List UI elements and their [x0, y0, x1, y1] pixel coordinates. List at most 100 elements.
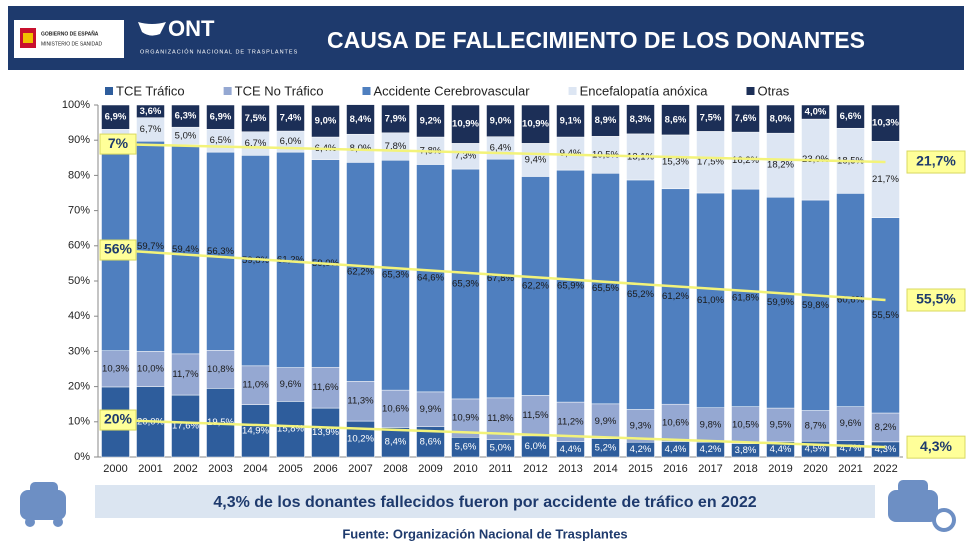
ont-emblem: [138, 22, 166, 36]
data-label: 9,8%: [700, 419, 722, 430]
bar-segment: [346, 420, 375, 458]
bar-segment: [486, 158, 515, 399]
data-label: 6,9%: [210, 112, 232, 123]
data-label: 67,8%: [487, 273, 514, 284]
data-label: 8,3%: [630, 114, 652, 125]
bar-segment: [206, 350, 235, 389]
data-label: 5,0%: [490, 443, 512, 454]
data-label: 10,9%: [522, 119, 549, 130]
y-tick-label: 20%: [68, 381, 90, 393]
data-label: 13,9%: [312, 427, 339, 438]
gov-emblem-center: [23, 33, 33, 43]
x-tick-label: 2000: [103, 463, 127, 475]
bar-segment: [101, 104, 130, 130]
data-label: 9,6%: [840, 418, 862, 429]
bar-segment: [731, 188, 760, 407]
bar-segment: [521, 143, 550, 177]
bar-segment: [311, 366, 340, 409]
data-label: 17,5%: [697, 157, 724, 168]
bar-segment: [206, 104, 235, 130]
bar-segment: [591, 173, 620, 405]
y-tick-label: 50%: [68, 275, 90, 287]
data-label: 4,7%: [840, 443, 862, 454]
x-tick-label: 2007: [348, 463, 372, 475]
data-label: 6,4%: [490, 142, 512, 153]
data-label: 7,3%: [455, 151, 477, 162]
x-tick-label: 2004: [243, 463, 267, 475]
bar-segment: [171, 394, 200, 458]
trend-start-box: [99, 239, 137, 261]
data-label: 4,0%: [805, 107, 827, 118]
trend-end-label: 4,3%: [920, 438, 952, 454]
y-tick-label: 30%: [68, 345, 90, 357]
legend-swatch: [362, 87, 371, 95]
trend-line: [115, 248, 886, 302]
trend-start-label: 20%: [104, 411, 133, 427]
data-label: 7,4%: [280, 113, 302, 124]
data-label: 10,9%: [452, 413, 479, 424]
bar-segment: [661, 104, 690, 136]
bar-segment: [696, 104, 725, 132]
x-tick-label: 2005: [278, 463, 302, 475]
bar-segment: [416, 391, 445, 427]
bar-segment: [836, 193, 865, 407]
data-label: 14,9%: [242, 425, 269, 436]
data-label: 59,7%: [137, 241, 164, 252]
trend-start-label: 7%: [108, 135, 129, 151]
bar-segment: [766, 196, 795, 409]
legend-label: TCE No Tráfico: [235, 83, 324, 98]
data-label: 59,8%: [802, 300, 829, 311]
data-label: 10,0%: [137, 364, 164, 375]
bar-segment: [731, 105, 760, 133]
bar-segment: [766, 407, 795, 442]
data-label: 10,6%: [662, 417, 689, 428]
bar-segment: [381, 104, 410, 134]
data-label: 15,8%: [277, 424, 304, 435]
bar-segment: [136, 104, 165, 118]
data-label: 10,3%: [102, 363, 129, 374]
data-label: 65,9%: [557, 281, 584, 292]
x-tick-label: 2022: [873, 463, 897, 475]
data-label: 9,4%: [525, 154, 547, 165]
ont-subtitle: ORGANIZACIÓN NACIONAL DE TRASPLANTES: [140, 48, 298, 55]
gov-text: MINISTERIO DE SANIDAD: [41, 41, 103, 47]
data-label: 10,3%: [872, 118, 899, 129]
data-label: 11,8%: [487, 413, 514, 424]
bar-segment: [626, 409, 655, 443]
y-tick-label: 70%: [68, 205, 90, 217]
data-label: 8,7%: [805, 420, 827, 431]
trend-start-box: [99, 133, 137, 155]
bar-segment: [591, 403, 620, 439]
legend-swatch: [746, 87, 755, 95]
data-label: 6,0%: [280, 136, 302, 147]
data-label: 59,8%: [242, 255, 269, 266]
bar-segment: [381, 389, 410, 428]
ont-logo: ONT: [168, 16, 215, 41]
trend-end-box: [906, 150, 966, 174]
trend-end-box: [906, 288, 966, 312]
source: Fuente: Organización Nacional de Traspla…: [342, 526, 627, 541]
data-label: 18,2%: [767, 160, 794, 171]
x-tick-label: 2015: [628, 463, 652, 475]
data-label: 55,5%: [872, 310, 899, 321]
bar-segment: [346, 381, 375, 422]
data-label: 8,2%: [875, 422, 897, 433]
bar-segment: [801, 410, 830, 442]
data-label: 9,5%: [770, 419, 792, 430]
bar-segment: [731, 406, 760, 444]
data-label: 8,0%: [770, 114, 792, 125]
y-tick-label: 90%: [68, 134, 90, 146]
y-tick-label: 60%: [68, 240, 90, 252]
data-label: 62,2%: [522, 280, 549, 291]
x-tick-label: 2013: [558, 463, 582, 475]
bar-segment: [871, 217, 900, 414]
trend-end-label: 21,7%: [916, 153, 956, 169]
legend-label: Encefalopatía anóxica: [580, 83, 709, 98]
data-label: 4,2%: [700, 444, 722, 455]
x-tick-label: 2021: [838, 463, 862, 475]
note-box: [95, 485, 875, 518]
data-label: 9,2%: [420, 115, 442, 126]
data-label: 7,5%: [245, 113, 267, 124]
y-tick-label: 100%: [62, 99, 90, 111]
bar-segment: [801, 104, 830, 120]
